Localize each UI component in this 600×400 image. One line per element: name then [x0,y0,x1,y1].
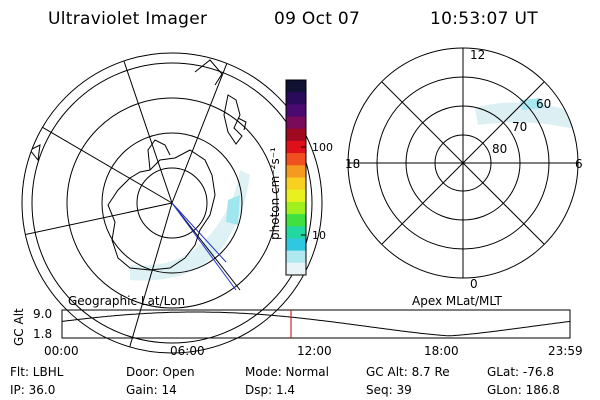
glon-info: GLon: 186.8 [487,383,560,397]
geographic-caption: Geographic Lat/Lon [68,294,186,308]
altitude-ytick-9: 9.0 [33,307,53,321]
colorbar-segment [286,250,306,264]
antarctica-coastline [107,149,216,271]
mlat-label-70: 70 [512,120,528,134]
colorbar-tick-10: 10 [312,229,326,242]
colorbar-segment [286,92,306,105]
altitude-plot [61,309,571,339]
xtick-1200: 12:00 [297,344,332,358]
gain-info: Gain: 14 [126,383,177,397]
colorbar-segment [286,153,306,166]
colorbar [285,79,307,276]
xtick-0000: 00:00 [44,344,79,358]
colorbar-segment [286,177,306,191]
colorbar-segment [286,128,306,142]
colorbar-frame [285,79,307,276]
colorbar-unit-label: photon cm⁻²s⁻¹ [268,147,282,240]
colorbar-segment [286,189,306,203]
colorbar-segment [286,238,306,252]
altitude-ytick-1-8: 1.8 [33,327,53,341]
colorbar-segment [286,80,306,93]
colorbar-segment [286,116,306,130]
colorbar-segment [286,165,306,179]
xtick-2359: 23:59 [548,344,583,358]
mlat-label-80: 80 [492,142,508,156]
colorbar-segment [286,226,306,240]
filter-info: Flt: LBHL [10,365,64,379]
door-info: Door: Open [126,365,195,379]
mlt-label-0: 0 [470,277,478,291]
glat-info: GLat: -76.8 [487,365,554,379]
colorbar-segment [286,140,306,154]
aurora-bright-spot [226,195,240,225]
mode-info: Mode: Normal [245,365,329,379]
altitude-curve [61,311,571,337]
altitude-ylabel: GC Alt [12,308,26,346]
ip-info: IP: 36.0 [10,383,56,397]
polar-aurora [475,102,578,130]
date-label: 09 Oct 07 [274,9,361,29]
xtick-1800: 18:00 [424,344,459,358]
xtick-0600: 06:00 [170,344,205,358]
polar-caption: Apex MLat/MLT [412,294,502,308]
colorbar-segment [286,262,306,276]
dsp-info: Dsp: 1.4 [245,383,296,397]
colorbar-segment [286,201,306,215]
instrument-title: Ultraviolet Imager [48,9,208,29]
colorbar-tick-100: 100 [312,141,333,154]
polar-map [347,47,579,279]
seq-info: Seq: 39 [366,383,412,397]
time-label: 10:53:07 UT [430,9,538,29]
colorbar-segment [286,104,306,118]
colorbar-segment [286,214,306,227]
mlat-label-60: 60 [536,97,552,111]
mlt-label-6: 6 [575,157,583,171]
mlt-label-12: 12 [470,48,486,62]
gc-alt-info: GC Alt: 8.7 Re [366,365,450,379]
mlt-label-18: 18 [345,157,361,171]
